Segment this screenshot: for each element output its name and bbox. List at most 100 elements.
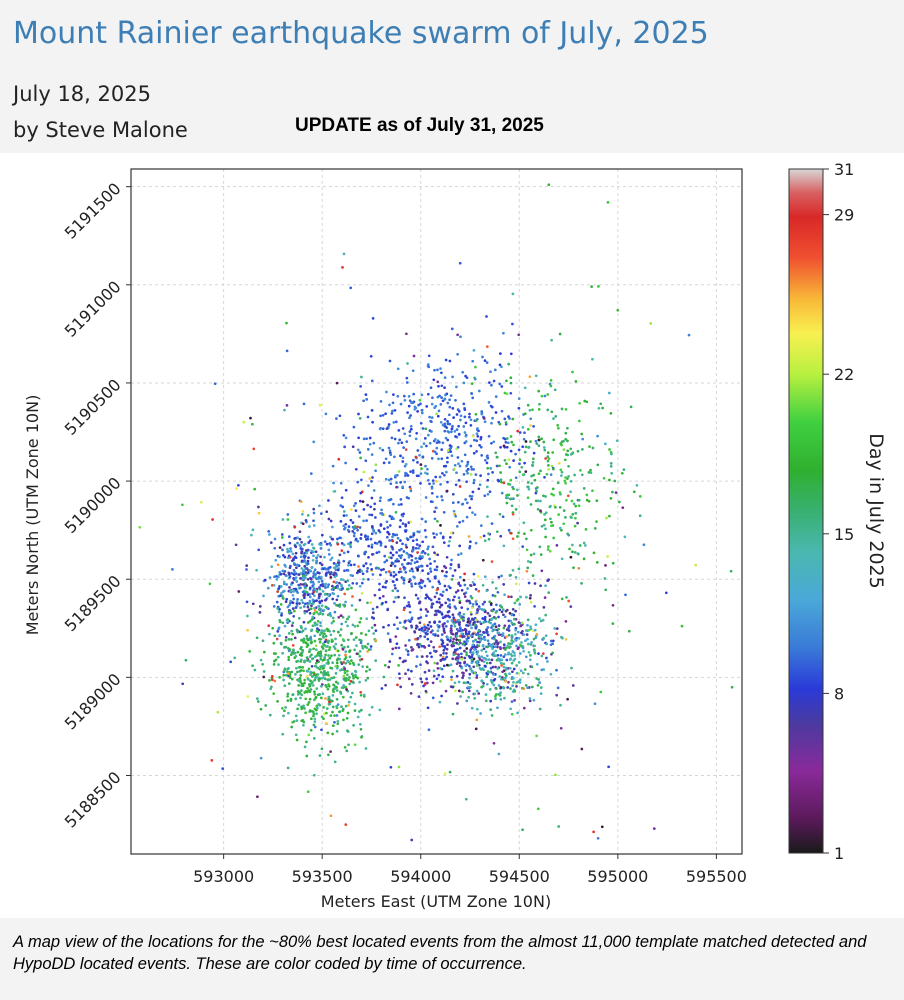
event-point	[529, 600, 533, 604]
event-point	[430, 485, 434, 489]
event-point	[524, 655, 528, 659]
event-point	[567, 464, 570, 468]
event-point	[291, 581, 294, 585]
event-point	[485, 315, 488, 318]
event-point	[570, 499, 574, 503]
event-point	[292, 589, 296, 592]
event-point	[480, 410, 484, 413]
event-point	[331, 705, 335, 709]
event-point	[391, 562, 395, 565]
event-point	[406, 362, 409, 365]
event-point	[332, 676, 336, 679]
event-point	[359, 690, 363, 694]
event-point	[460, 666, 464, 670]
event-point	[392, 421, 396, 424]
event-point	[501, 608, 505, 611]
event-point	[317, 604, 321, 608]
event-point	[458, 626, 462, 629]
event-point	[404, 644, 407, 647]
event-point	[302, 570, 305, 574]
event-point	[303, 542, 307, 546]
event-point	[282, 572, 286, 576]
event-point	[460, 657, 464, 661]
event-point	[481, 558, 485, 562]
event-point	[498, 382, 502, 386]
event-point	[475, 602, 479, 606]
event-point	[511, 537, 515, 541]
event-point	[484, 650, 488, 654]
event-point	[477, 487, 481, 491]
event-point	[511, 322, 514, 326]
event-point	[495, 530, 499, 534]
event-point	[358, 654, 362, 658]
event-point	[451, 425, 454, 428]
y-tick-label: 5191500	[61, 179, 125, 243]
event-point	[555, 544, 559, 547]
event-point	[505, 628, 509, 631]
event-point	[358, 710, 361, 713]
event-point	[542, 440, 546, 444]
event-point	[420, 680, 424, 684]
event-point	[406, 538, 410, 541]
event-point	[419, 463, 423, 466]
event-point	[353, 563, 356, 567]
event-point	[318, 633, 322, 637]
event-point	[378, 596, 382, 600]
event-point	[365, 669, 368, 673]
event-point	[420, 445, 423, 449]
event-point	[434, 404, 438, 408]
event-point	[432, 633, 435, 636]
event-point	[409, 414, 412, 417]
event-point	[381, 413, 385, 417]
event-point	[343, 677, 346, 681]
event-point	[335, 689, 339, 692]
event-point	[491, 647, 494, 651]
event-point	[509, 645, 512, 649]
event-point	[509, 435, 513, 438]
event-point	[353, 648, 356, 652]
event-point	[490, 441, 493, 445]
event-point	[522, 706, 526, 710]
event-point	[445, 570, 448, 574]
event-point	[379, 541, 383, 545]
event-point	[397, 554, 401, 558]
event-point	[475, 611, 479, 615]
event-point	[507, 633, 511, 637]
event-point	[316, 627, 319, 630]
event-point	[449, 394, 453, 397]
event-point	[323, 583, 327, 586]
event-point	[507, 362, 511, 366]
event-point	[404, 570, 408, 574]
event-point	[543, 513, 546, 516]
event-point	[368, 668, 372, 671]
event-point	[309, 636, 312, 640]
event-point	[423, 551, 427, 555]
event-point	[465, 376, 469, 380]
event-point	[456, 647, 459, 651]
event-point	[323, 658, 326, 662]
event-point	[449, 636, 453, 639]
event-point	[436, 414, 440, 418]
event-point	[313, 634, 317, 638]
event-point	[300, 719, 304, 723]
event-point	[652, 827, 656, 830]
event-point	[494, 693, 498, 696]
event-point	[564, 476, 567, 479]
event-point	[327, 753, 330, 757]
event-point	[515, 685, 518, 688]
y-tick-label: 5191000	[61, 277, 125, 341]
event-point	[511, 512, 515, 516]
event-point	[430, 655, 433, 659]
event-point	[284, 565, 287, 568]
event-point	[448, 405, 452, 409]
event-point	[424, 427, 428, 431]
y-tick-label: 5190000	[61, 473, 125, 537]
event-point	[307, 667, 311, 671]
event-point	[368, 713, 371, 717]
event-point	[451, 669, 455, 673]
event-point	[556, 424, 560, 427]
event-point	[539, 509, 542, 513]
event-point	[293, 537, 297, 540]
event-point	[399, 519, 402, 522]
event-point	[452, 653, 456, 657]
